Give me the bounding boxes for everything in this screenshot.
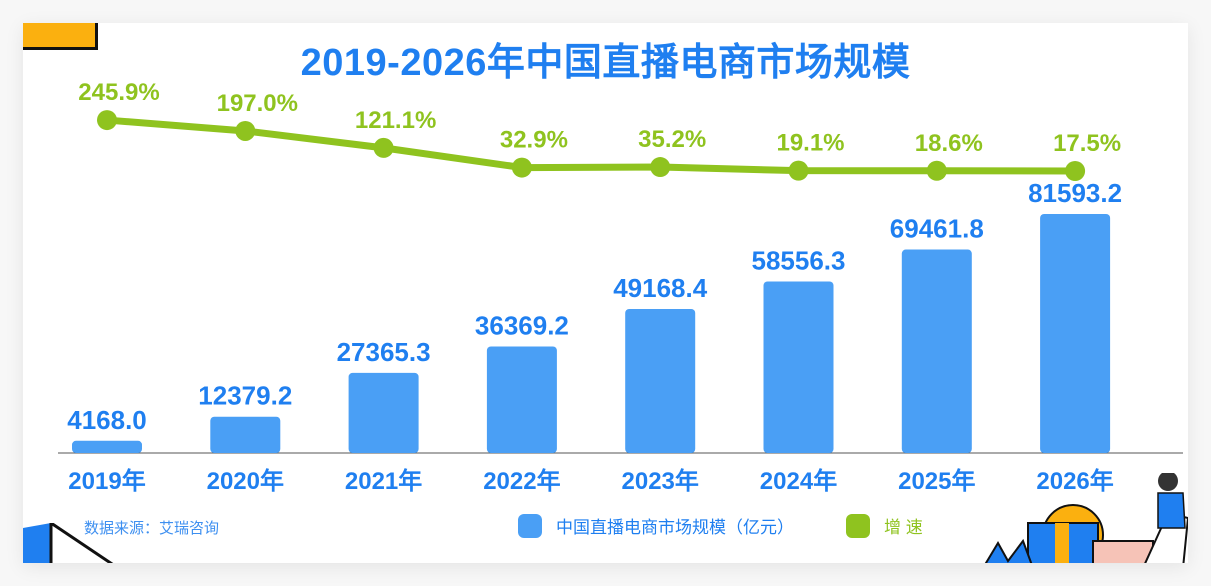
growth-value-label: 17.5% [1053, 130, 1121, 157]
bar-value-label: 81593.2 [1028, 178, 1122, 208]
bar [486, 346, 557, 453]
bar [625, 308, 696, 453]
growth-value-label: 197.0% [217, 90, 298, 117]
growth-point [926, 160, 947, 181]
bar [72, 440, 142, 453]
legend-label-line: 增 速 [884, 518, 923, 537]
x-tick-label: 2022年 [483, 467, 560, 495]
chart-plot: 4168.0 2019年 12379.2 2020年 27365.3 2021年 36369… [58, 79, 1183, 495]
legend-label-bar: 中国直播电商市场规模（亿元） [556, 518, 794, 537]
growth-point [373, 137, 394, 158]
growth-value-label: 18.6% [915, 130, 983, 157]
bar [901, 249, 972, 453]
growth-line [106, 116, 1076, 175]
x-tick-label: 2019年 [68, 467, 145, 495]
growth-value-label: 32.9% [500, 127, 568, 154]
growth-point [788, 160, 809, 181]
growth-value-label: 245.9% [78, 79, 159, 106]
growth-point [1065, 161, 1086, 181]
legend-swatch-bar [518, 513, 542, 538]
x-tick-label: 2024年 [760, 467, 837, 495]
growth-value-label: 19.1% [776, 130, 844, 157]
bar-value-label: 69461.8 [890, 214, 984, 244]
growth-point [235, 120, 256, 141]
chart-title: 2019-2026年中国直播电商市场规模 [300, 42, 911, 84]
x-tick-label: 2025年 [898, 467, 975, 495]
growth-point [650, 157, 671, 178]
x-tick-label: 2026年 [1036, 467, 1113, 495]
growth-value-label: 121.1% [355, 107, 436, 134]
growth-point [97, 110, 117, 131]
bar-value-label: 27365.3 [337, 337, 431, 367]
x-tick-label: 2023年 [622, 467, 699, 495]
decorative-illustration-right [984, 473, 1188, 563]
bar [763, 281, 834, 453]
x-tick-label: 2021年 [345, 467, 422, 495]
legend-swatch-line [846, 513, 870, 538]
bar-value-label: 4168.0 [67, 405, 147, 435]
growth-value-label: 35.2% [638, 126, 706, 153]
chart-card: 2019-2026年中国直播电商市场规模 4168.0 2019年 12379.2 2… [23, 23, 1188, 563]
bar-value-label: 58556.3 [752, 245, 846, 275]
bar-value-label: 49168.4 [613, 273, 708, 303]
source-note: 数据来源：艾瑞咨询 [84, 520, 220, 537]
bar [1040, 214, 1111, 453]
bar-value-label: 12379.2 [198, 381, 292, 411]
growth-point [511, 157, 532, 178]
decorative-illustration-left [23, 523, 114, 563]
bar [348, 372, 419, 453]
bar-value-label: 36369.2 [475, 310, 569, 340]
bar [210, 416, 281, 453]
legend: 中国直播电商市场规模（亿元） 增 速 [518, 513, 923, 538]
x-tick-label: 2020年 [207, 467, 284, 495]
decorative-square [23, 23, 98, 50]
